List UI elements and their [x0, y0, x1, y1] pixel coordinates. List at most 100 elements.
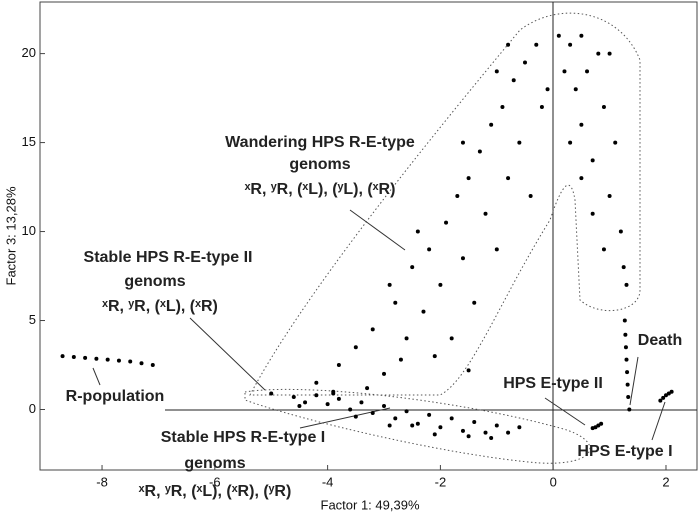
point	[607, 51, 612, 56]
point	[601, 104, 606, 109]
point	[506, 430, 511, 435]
annotation: ˣR, ʸR, (ˣL), (ˣR), (ʸR)	[138, 483, 292, 500]
arrow	[544, 397, 586, 426]
point	[661, 395, 666, 400]
annotation: ˣR, ʸR, (ˣL), (ˣR)	[101, 298, 218, 315]
point	[438, 282, 443, 287]
point	[500, 104, 505, 109]
point	[494, 423, 499, 428]
point	[618, 229, 623, 234]
x-tick-label: -6	[209, 474, 221, 489]
point	[387, 282, 392, 287]
point	[489, 435, 494, 440]
point	[415, 421, 420, 426]
wandering-outline	[249, 12, 641, 396]
point	[432, 354, 437, 359]
x-tick-label: -8	[96, 474, 108, 489]
annotation: Stable HPS R-E-type I	[161, 429, 325, 446]
point	[621, 265, 626, 270]
point	[427, 412, 432, 417]
point	[579, 176, 584, 181]
y-tick-label: 15	[22, 134, 36, 149]
stable-outline	[244, 388, 591, 464]
y-tick-label: 5	[29, 312, 36, 327]
point	[466, 434, 471, 439]
point	[623, 332, 628, 337]
point	[421, 309, 426, 314]
point	[627, 407, 632, 412]
point	[556, 33, 561, 38]
point	[336, 363, 341, 368]
point	[444, 220, 449, 225]
point	[472, 300, 477, 305]
point	[522, 60, 527, 65]
point	[568, 42, 573, 47]
point	[506, 176, 511, 181]
point	[489, 122, 494, 127]
point	[460, 256, 465, 261]
point	[534, 42, 539, 47]
annotation: HPS E-type I	[577, 443, 672, 460]
point	[432, 432, 437, 437]
point	[382, 371, 387, 376]
point	[449, 416, 454, 421]
point	[624, 282, 629, 287]
point	[625, 382, 630, 387]
point	[669, 389, 674, 394]
point	[370, 411, 375, 416]
point	[331, 389, 336, 394]
point	[545, 87, 550, 92]
point	[483, 211, 488, 216]
point	[517, 140, 522, 145]
annotation: Wandering HPS R-E-type	[225, 134, 415, 151]
annotation: genoms	[289, 156, 350, 173]
plot-frame	[39, 1, 698, 471]
point	[314, 393, 319, 398]
point	[562, 69, 567, 74]
point	[60, 354, 65, 359]
point	[415, 229, 420, 234]
point	[449, 336, 454, 341]
annotation: Death	[638, 332, 682, 349]
point	[483, 430, 488, 435]
point	[590, 158, 595, 163]
arrow	[299, 407, 391, 429]
point	[150, 363, 155, 368]
point	[539, 104, 544, 109]
point	[506, 42, 511, 47]
point	[438, 425, 443, 430]
point	[325, 402, 330, 407]
point	[303, 400, 308, 405]
point	[393, 416, 398, 421]
point	[455, 193, 460, 198]
point	[128, 359, 133, 364]
point	[494, 69, 499, 74]
x-tick-label: -4	[322, 474, 334, 489]
point	[460, 140, 465, 145]
point	[365, 386, 370, 391]
point	[297, 403, 302, 408]
y-axis-label: Factor 3: 13,28%	[3, 186, 18, 285]
point	[472, 419, 477, 424]
point	[626, 395, 631, 400]
point	[336, 396, 341, 401]
annotation: HPS E-type II	[503, 375, 603, 392]
point	[404, 409, 409, 414]
point	[601, 247, 606, 252]
point	[393, 300, 398, 305]
point	[71, 355, 76, 360]
point	[116, 358, 121, 363]
point	[105, 357, 110, 362]
point	[625, 370, 630, 375]
point	[585, 69, 590, 74]
point	[314, 380, 319, 385]
point	[579, 122, 584, 127]
y-tick-label: 20	[22, 45, 36, 60]
x-tick-label: -2	[435, 474, 447, 489]
point	[579, 33, 584, 38]
point	[269, 391, 274, 396]
point	[353, 345, 358, 350]
point	[139, 361, 144, 366]
point	[517, 425, 522, 430]
annotation: Stable HPS R-E-type II	[84, 249, 253, 266]
